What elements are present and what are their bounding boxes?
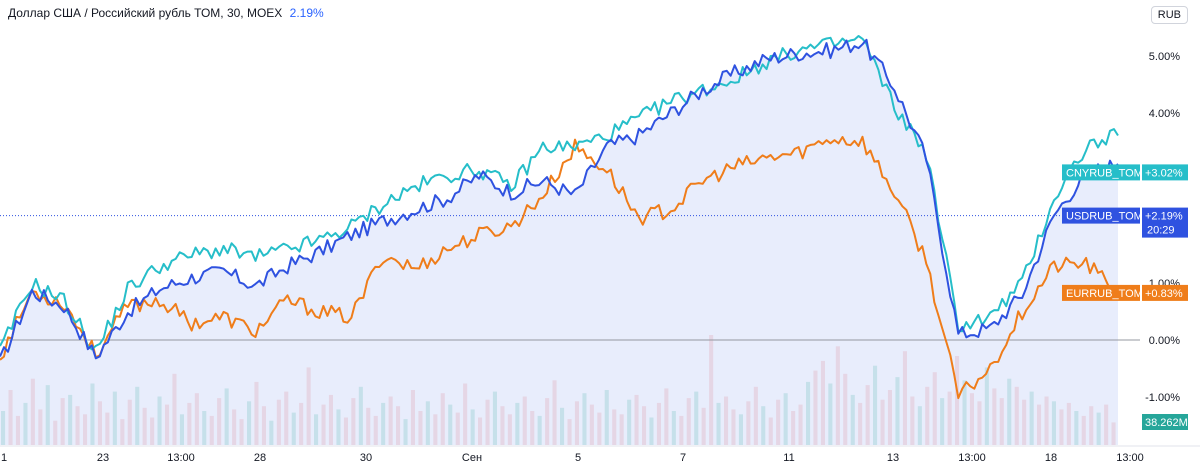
series-value-text: +2.19% [1145,211,1183,223]
series-tags: CNYRUB_TOM +3.02% USDRUB_TOM +2.19% 20:29 EUR… [1062,164,1188,430]
series-value-tag [1142,284,1188,301]
x-tick-label: 7 [680,452,686,464]
volume-value-text: 38.262M [1145,417,1188,429]
chart-title-text: Доллар США / Российский рубль ТОМ, 30, M… [8,6,283,20]
chart-change-value: 2.19% [289,6,324,20]
currency-button[interactable]: RUB [1150,6,1188,24]
y-tick-label: -1.00% [1145,392,1180,404]
series-name-text: USDRUB_TOM [1066,211,1143,223]
x-tick-label: Сен [462,452,482,464]
y-tick-label: 5.00% [1149,51,1180,63]
y-tick-label: 4.00% [1149,108,1180,120]
series-lines [0,35,1119,400]
series-name-text: EURRUB_TOM [1066,288,1143,300]
eurrub-line [0,135,1119,400]
series-value-text: +3.02% [1145,167,1183,179]
y-tick-label: 0.00% [1149,335,1180,347]
grid-lines [0,215,1140,341]
x-tick-label: 30 [360,452,372,464]
series-name-tag [1062,284,1140,301]
x-tick-label: 13:00 [1116,452,1144,464]
x-tick-label: 18 [1045,452,1057,464]
series-value-tag [1142,207,1188,238]
x-tick-label: 23 [97,452,109,464]
x-tick-label: 13 [887,452,899,464]
x-tick-label: 5 [575,452,581,464]
x-tick-label: 28 [254,452,266,464]
x-tick-label: 11 [783,452,794,464]
x-tick-label: 13:00 [958,452,986,464]
series-value-tag [1142,164,1188,181]
x-tick-label: 13:00 [167,452,195,464]
series-name-tag [1062,207,1140,224]
series-name-text: CNYRUB_TOM [1066,167,1143,179]
volume-value-tag [1142,414,1188,430]
series-name-tag [1062,164,1140,181]
x-axis: 1 23 13:00 28 30 Сен 5 7 11 13 13:00 18 13:00 [0,445,1200,464]
usd-area-fill [0,39,1118,446]
series-time-text: 20:29 [1147,225,1175,237]
series-value-text: +0.83% [1145,288,1183,300]
chart-title: Доллар США / Российский рубль ТОМ, 30, M… [8,6,324,20]
usdrub-line [0,38,1119,360]
x-tick-label: 1 [1,452,7,464]
